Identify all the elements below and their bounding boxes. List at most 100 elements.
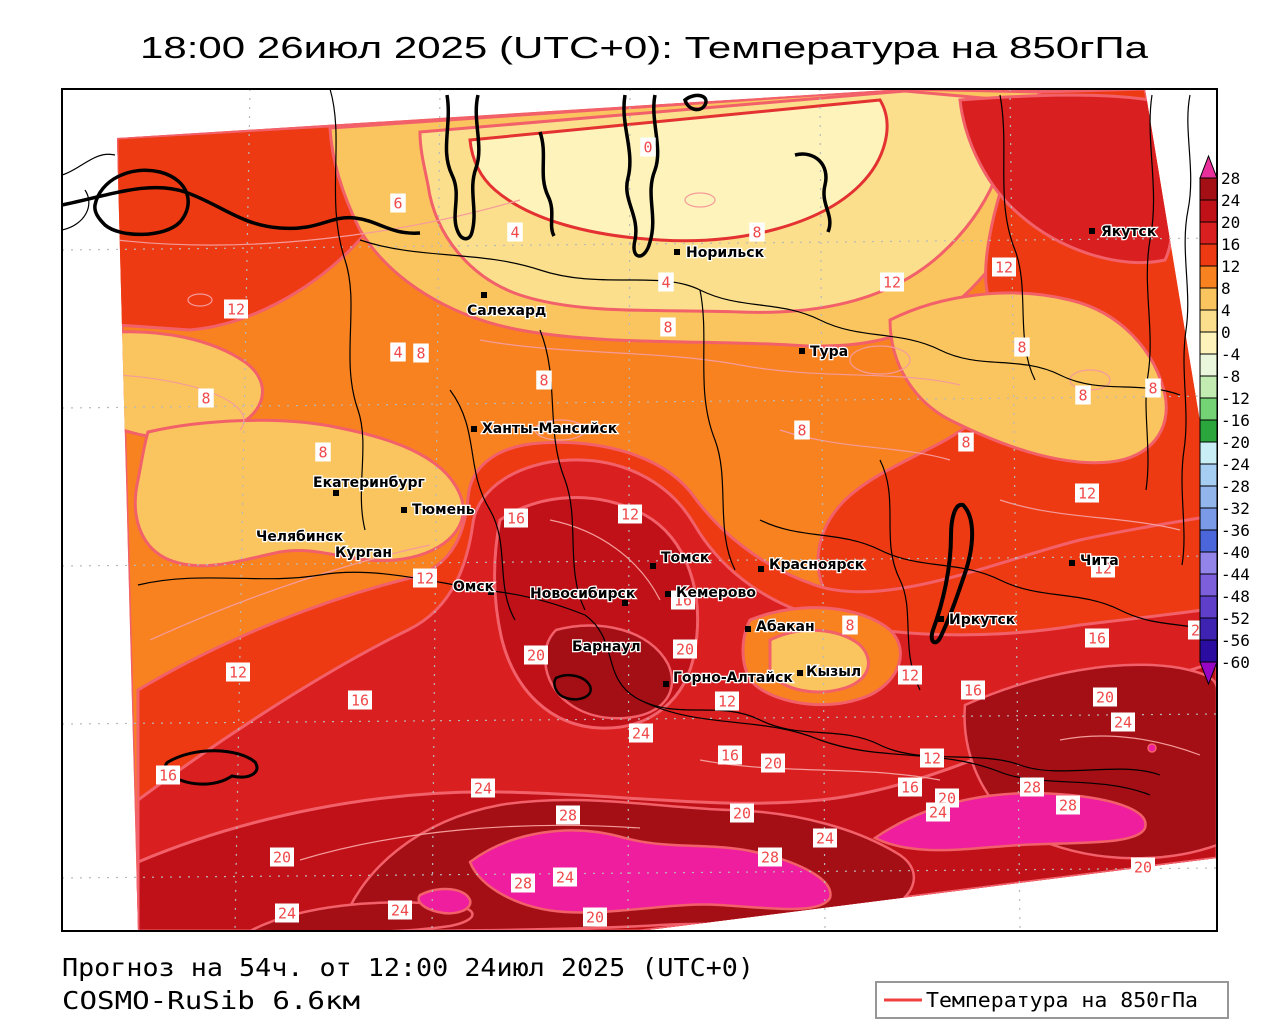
lake-baikal [929,502,975,645]
contour-label: 12 [1094,560,1112,578]
city-label: Красноярск [769,557,865,573]
colorbar-cell [1199,507,1218,531]
city-label: Кызыл [806,664,861,680]
city-dot [330,535,336,541]
contour-label: 16 [964,682,982,700]
border-7 [759,519,1217,636]
city-dot [622,600,628,606]
contour-label-box [842,615,858,635]
colorbar-tick: 12 [1221,257,1240,276]
colorbar-cell [1199,485,1218,509]
colorbar-tick: 4 [1221,301,1231,320]
colorbar-tick: -36 [1221,521,1250,540]
contour-label-box [1014,337,1030,357]
city-label: Норильск [686,245,765,261]
contour-label-box [758,847,782,867]
contour-label-box [348,690,372,710]
city-label: Тюмень [412,502,475,518]
colorbar-cell [1199,287,1218,311]
map-title: 18:00 26июл 2025 (UTC+0): Температура на… [140,30,1149,65]
border-mongolia [639,699,1151,796]
contour-label-box [718,745,742,765]
contour-label-box [715,691,739,711]
colorbar-cell [1199,639,1218,663]
yenisei-gulf [622,94,660,258]
contour-label-box [1091,558,1115,578]
contour-label: 20 [273,849,291,867]
contour-label-box [507,222,523,242]
temperature-field [117,89,1217,931]
thin-contours [117,192,1201,861]
zone-gold-ekaterinburg [133,418,465,568]
contour-label-box [390,193,406,213]
city-label: Челябинск [256,529,344,545]
contour-label-box [270,847,294,867]
colorbar-tick: -56 [1221,631,1250,650]
colorbar-tick: 16 [1221,235,1240,254]
zone-cream-north [468,98,889,243]
contour-label-box [390,342,406,362]
taz-gulf [538,131,556,237]
zone-red-northeast [958,93,1174,265]
colorbar-tick: -24 [1221,455,1250,474]
contour-label: 16 [507,510,525,528]
contour-label-box [961,680,985,700]
geography [62,89,1217,796]
contour-label-box [156,765,180,785]
city-markers: Норильск Салехард Тура Якутск Ханты-Мансийск… [255,223,1158,688]
contour-label-box [536,370,552,390]
contour-label: 20 [527,647,545,665]
contour-label: 8 [539,372,548,390]
colorbar-cell [1199,419,1218,443]
colorbar-tick: 0 [1221,323,1231,342]
contour-label: 8 [663,319,672,337]
contour-label-box [1145,378,1161,398]
coast-west-outside [62,153,116,231]
contour-label-box [524,645,548,665]
colorbar-cell [1199,375,1218,399]
contour-label-box [730,803,754,823]
colorbar-cell [1199,353,1218,377]
contour-label: 8 [845,617,854,635]
contour-label: 24 [929,804,947,822]
contour-label-box [629,723,653,743]
city-dot [745,626,751,632]
island-outline [93,168,190,237]
contour-label: 20 [586,909,604,927]
colorbar-tick: -48 [1221,587,1250,606]
ob-gulf [444,94,481,241]
contour-label-box [671,590,695,610]
contour-label: 12 [995,259,1013,277]
contour-label-box [813,828,837,848]
colorbar-tick: -52 [1221,609,1250,628]
contour-label: 24 [632,725,650,743]
contour-label: 8 [1148,380,1157,398]
colorbar-tick: 28 [1221,169,1240,188]
colorbar-tick: -20 [1221,433,1250,452]
contour-label-box [898,777,922,797]
contour-label: 12 [1078,485,1096,503]
city-label: Кемерово [676,585,756,601]
border-ural [329,89,366,531]
colorbar-tick: -4 [1221,345,1240,364]
contour-label: 12 [229,664,247,682]
city-dot [1069,560,1075,566]
border-3 [699,289,736,571]
contour-label-box [992,257,1016,277]
colorbar-cell [1199,551,1218,575]
colorbar-cell [1199,331,1218,355]
contour-label: 20 [676,641,694,659]
contour-label-box [1085,628,1109,648]
colorbar-tick: -44 [1221,565,1250,584]
contour-label: 12 [923,750,941,768]
taymyr-coast [794,152,832,233]
colorbar-cell [1199,397,1218,421]
colorbar-cell [1199,463,1218,487]
contour-label: 16 [901,779,919,797]
contour-label: 8 [797,422,806,440]
city-label: Курган [335,545,392,561]
zone-magenta-center [468,829,832,914]
contour-label: 12 [718,693,736,711]
contour-label: 28 [1023,779,1041,797]
